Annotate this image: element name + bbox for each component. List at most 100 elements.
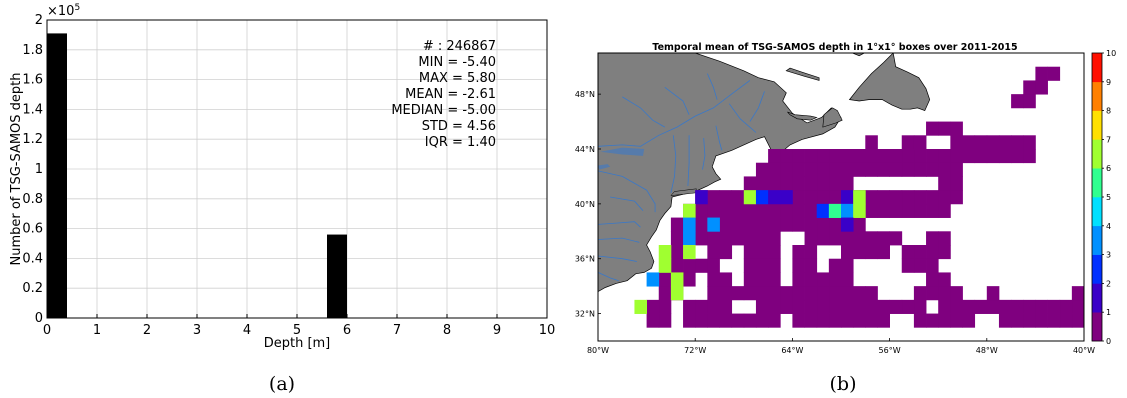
depth-box [889,299,903,314]
map-lon-tick-label: 56°W [879,346,901,355]
depth-box [1035,299,1048,314]
depth-box [804,203,818,218]
depth-box [998,299,1012,314]
histogram-y-tick-label: 0 [35,311,43,326]
depth-box [719,245,733,260]
depth-box [743,286,757,301]
depth-box [780,162,793,177]
depth-box [731,231,745,246]
depth-box [719,203,733,218]
depth-box [950,176,963,191]
histogram-x-tick-label: 0 [43,323,51,338]
depth-box [816,149,830,164]
depth-box [670,217,684,232]
depth-box [670,231,684,246]
depth-box [1071,299,1084,314]
depth-box-highlight [670,286,684,301]
depth-box [828,299,842,314]
depth-box [877,299,890,314]
depth-box [1035,66,1048,81]
depth-box [804,231,818,246]
depth-box [792,217,805,232]
depth-box [938,245,951,260]
depth-box [768,272,781,287]
depth-box [792,286,805,301]
depth-box [962,149,976,164]
depth-box [768,258,781,273]
depth-box [1047,299,1061,314]
map-title: Temporal mean of TSG-SAMOS depth in 1°x1… [652,42,1017,53]
depth-box [768,299,781,314]
depth-box [695,231,708,246]
depth-box [986,299,1000,314]
depth-box [658,286,672,301]
depth-box [901,135,915,150]
colorbar-tick-label: 0 [1106,337,1111,346]
river-line [598,221,641,228]
colorbar-tick-label: 5 [1106,193,1111,202]
depth-box [1059,313,1073,328]
histogram-y-tick-label: 0.2 [22,281,43,296]
depth-box [1011,149,1024,164]
depth-box [889,231,903,246]
depth-box [804,245,818,260]
depth-box [926,190,939,205]
depth-box [755,176,769,191]
histogram-stat-line: MIN = -5.40 [418,55,496,70]
depth-box [926,258,939,273]
histogram-x-tick-label: 2 [143,323,151,338]
histogram-y-tick-label: 1.4 [22,102,43,117]
depth-box [804,176,818,191]
map-lon-ticks: 80°W 72°W 64°W 56°W 48°W 40°W [587,338,1095,355]
map-panel: Temporal mean of TSG-SAMOS depth in 1°x1… [575,42,1116,395]
depth-box [1023,94,1036,109]
depth-box [962,313,976,328]
map-lat-tick-label: 48°N [575,90,595,99]
depth-box [707,231,720,246]
depth-box [1035,313,1048,328]
lake-ontario [600,147,645,156]
depth-box [865,286,878,301]
depth-box [743,203,757,218]
histogram-x-axis-label: Depth [m] [264,336,331,351]
depth-box [695,217,708,232]
depth-box [926,121,939,136]
depth-box [877,231,890,246]
depth-box [792,149,805,164]
depth-box [853,245,866,260]
depth-box [889,203,903,218]
depth-box [865,299,878,314]
depth-box [889,190,903,205]
depth-box [780,299,793,314]
histogram-x-tick-label: 5 [293,323,301,338]
depth-box [804,162,818,177]
histogram-x-tick-label: 8 [443,323,451,338]
depth-box [792,176,805,191]
depth-box [901,203,915,218]
depth-box [950,190,963,205]
depth-box [877,149,890,164]
river-line [670,135,677,193]
depth-box [719,190,733,205]
depth-box [913,286,927,301]
histogram-bar [47,33,67,318]
depth-box [913,313,927,328]
depth-box [646,313,660,328]
histogram-x-tick-label: 6 [343,323,351,338]
depth-box [865,245,878,260]
depth-box [901,245,915,260]
histogram-bar [327,234,347,318]
colorbar-segment [1092,110,1102,140]
depth-box [926,231,939,246]
depth-box [780,149,793,164]
depth-box [938,272,951,287]
depth-box [804,190,818,205]
colorbar-tick-label: 3 [1106,251,1111,260]
depth-box [707,203,720,218]
depth-box [707,299,720,314]
depth-box [816,162,830,177]
histogram-y-tick-label: 1.2 [22,132,43,147]
panel-b-caption: (b) [830,373,857,395]
depth-box [926,286,939,301]
